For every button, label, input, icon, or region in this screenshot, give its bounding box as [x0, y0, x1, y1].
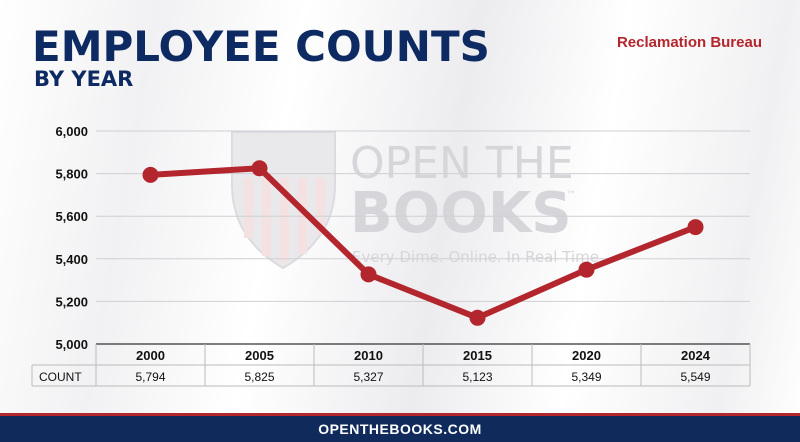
data-point [578, 261, 595, 278]
data-label: 5,349 [571, 370, 601, 384]
data-label: 5,794 [135, 370, 165, 384]
x-tick-label: 2020 [572, 348, 601, 363]
watermark-line1: OPEN THE [350, 138, 574, 189]
data-label: 5,825 [244, 370, 274, 384]
y-axis: 6,000 5,800 5,600 5,400 5,200 5,000 [55, 124, 88, 352]
data-table: COUNT 2000 5,794 2005 5,825 2010 5,327 2015 5,1… [31, 344, 751, 387]
chart-title: EMPLOYEE COUNTS [32, 22, 490, 71]
y-tick-label: 5,000 [55, 337, 88, 352]
data-point [142, 166, 159, 183]
y-tick-label: 5,200 [55, 294, 88, 309]
series-line-path [147, 165, 699, 321]
footer: OPENTHEBOOKS.COM [0, 416, 800, 442]
x-tick-label: 2005 [245, 348, 274, 363]
x-tick-label: 2015 [463, 348, 492, 363]
watermark-line2: BOOKS [350, 181, 572, 246]
data-point [360, 266, 377, 283]
agency-label: Reclamation Bureau [616, 34, 762, 51]
watermark: OPEN THE BOOKS ™ Every Dime. Online. In … [231, 131, 604, 270]
y-tick-label: 5,600 [55, 209, 88, 224]
x-tick-label: 2000 [136, 348, 165, 363]
y-tick-label: 5,400 [55, 252, 88, 267]
data-label: 5,123 [462, 370, 492, 384]
chart-subtitle: BY YEAR [34, 67, 134, 91]
footer-site-link[interactable]: OPENTHEBOOKS.COM [318, 421, 482, 437]
data-label: 5,327 [353, 370, 383, 384]
y-tick-label: 6,000 [55, 124, 88, 139]
data-point [687, 219, 704, 236]
data-point [469, 309, 486, 326]
watermark-tagline: Every Dime. Online. In Real Time. [352, 248, 604, 266]
y-tick-label: 5,800 [55, 167, 88, 182]
x-tick-label: 2024 [681, 348, 711, 363]
data-label: 5,549 [680, 370, 710, 384]
series-line [142, 160, 704, 326]
footer-accent-bar [0, 413, 800, 416]
data-point [251, 160, 268, 177]
table-row-label: COUNT [39, 370, 82, 384]
watermark-tm: ™ [566, 190, 576, 201]
x-tick-label: 2010 [354, 348, 383, 363]
